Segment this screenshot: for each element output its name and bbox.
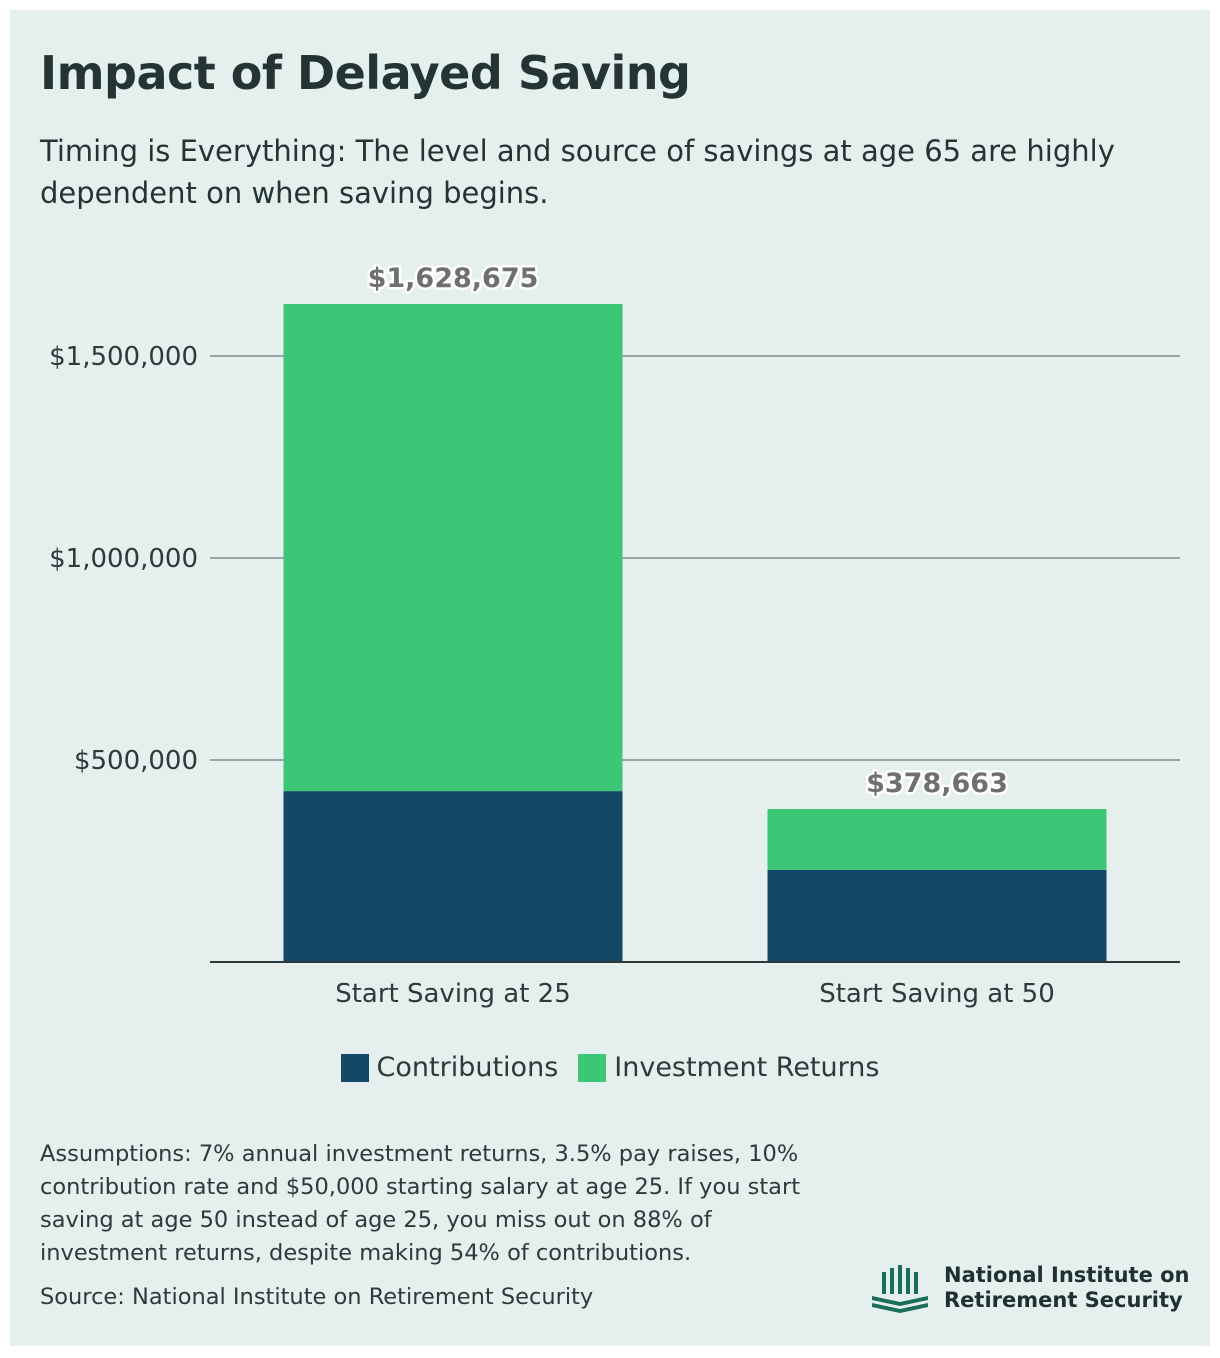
- org-logo: National Institute on Retirement Securit…: [868, 1262, 1190, 1314]
- y-tick-label: $1,500,000: [49, 342, 198, 372]
- legend-label-contributions: Contributions: [376, 1052, 559, 1083]
- legend-swatch-contributions: [340, 1053, 369, 1082]
- legend-label-investment-returns: Investment Returns: [614, 1052, 880, 1083]
- legend-item-investment-returns: Investment Returns: [578, 1052, 879, 1083]
- x-category-label: Start Saving at 25: [335, 979, 571, 1009]
- chart-title: Impact of Delayed Saving: [40, 46, 691, 100]
- bar-contributions: [767, 869, 1107, 962]
- legend-swatch-investment-returns: [578, 1053, 607, 1082]
- chart-legend: Contributions Investment Returns: [0, 1052, 1220, 1083]
- org-name-line1: National Institute on: [944, 1263, 1190, 1287]
- source-note: Source: National Institute on Retirement…: [40, 1284, 594, 1310]
- bar-total-label: $378,663: [866, 768, 1008, 799]
- y-tick-label: $500,000: [74, 746, 198, 776]
- legend-item-contributions: Contributions: [340, 1052, 559, 1083]
- bar-total-label: $1,628,675: [368, 263, 539, 294]
- bar-investment-returns: [283, 304, 623, 792]
- chart-subtitle: Timing is Everything: The level and sour…: [40, 134, 1115, 210]
- bar-chart: $500,000 $1,000,000 $1,500,000 $1,628,675 St…: [49, 261, 1180, 1009]
- assumptions-note: Assumptions: 7% annual investment return…: [40, 1141, 801, 1266]
- org-name-line2: Retirement Security: [944, 1288, 1183, 1312]
- org-name: National Institute on Retirement Securit…: [944, 1263, 1190, 1313]
- bar-contributions: [283, 791, 623, 962]
- columns-book-icon: [872, 1265, 928, 1313]
- x-category-label: Start Saving at 50: [819, 979, 1055, 1009]
- y-tick-label: $1,000,000: [49, 544, 198, 574]
- bar-investment-returns: [767, 809, 1107, 870]
